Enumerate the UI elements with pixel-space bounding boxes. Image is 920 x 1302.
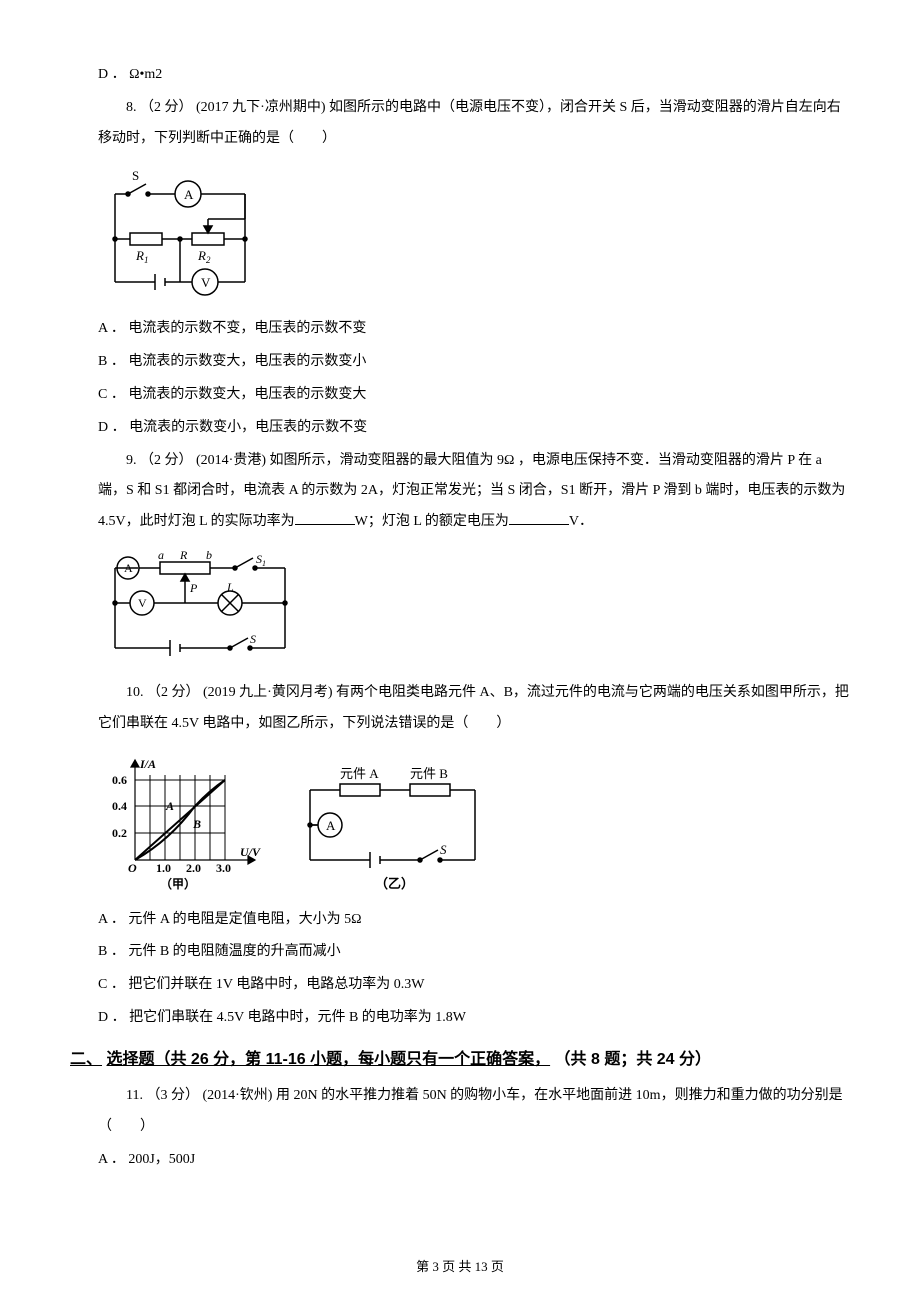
section2-header: 二、 选择题（共 26 分，第 11-16 小题，每小题只有一个正确答案， （共… (70, 1042, 850, 1077)
q10-ylabel: I/A (139, 757, 156, 771)
q9-label-p: P (189, 581, 198, 595)
section2-label-c: （共 8 题；共 24 分） (555, 1051, 711, 1068)
svg-text:R2: R2 (197, 248, 211, 265)
q8-label-r2sub: 2 (206, 255, 211, 265)
q11-option-a: A ． 200J，500J (70, 1145, 850, 1176)
q10-xtick-20: 2.0 (186, 861, 201, 875)
q10-caption-left: （甲） (160, 876, 196, 891)
q10-comp-b: 元件 B (410, 766, 448, 781)
q7-option-d: D ． Ω•m2 (70, 60, 850, 91)
q10-ytick-02: 0.2 (112, 826, 127, 840)
q9-label-r: R (179, 548, 188, 562)
q10-series-a: A (165, 799, 174, 813)
q9-stem: 9. （2 分） (2014·贵港) 如图所示，滑动变阻器的最大阻值为 9Ω ，… (70, 446, 850, 538)
svg-text:R1: R1 (135, 248, 148, 265)
q10-option-b: B ． 元件 B 的电阻随温度的升高而减小 (70, 937, 850, 968)
q10-ytick-04: 0.4 (112, 799, 127, 813)
q10-option-a: A ． 元件 A 的电阻是定值电阻，大小为 5Ω (70, 905, 850, 936)
q10-option-d: D ． 把它们串联在 4.5V 电路中时，元件 B 的电功率为 1.8W (70, 1003, 850, 1034)
q10-option-c: C ． 把它们并联在 1V 电路中时，电路总功率为 0.3W (70, 970, 850, 1001)
q9-stem-p2: W；灯泡 L 的额定电压为 (355, 514, 509, 529)
q9-blank-2 (509, 511, 569, 525)
q9-label-l: L (226, 580, 234, 594)
q8-option-c: C ． 电流表的示数变大，电压表的示数变大 (70, 380, 850, 411)
q11-stem: 11. （3 分） (2014·钦州) 用 20N 的水平推力推着 50N 的购… (70, 1081, 850, 1143)
q9-label-v: V (138, 596, 147, 610)
q10-diagrams: 0.6 0.4 0.2 I/A U/V O 1.0 2.0 3.0 A B （甲… (100, 750, 850, 895)
section2-label-b: 选择题（共 26 分，第 11-16 小题，每小题只有一个正确答案， (106, 1051, 550, 1068)
q8-option-d: D ． 电流表的示数变小，电压表的示数不变 (70, 413, 850, 444)
q10-origin: O (128, 861, 137, 875)
q9-label-a2: a (158, 548, 164, 562)
q9-label-b: b (206, 548, 212, 562)
q8-option-a: A ． 电流表的示数不变，电压表的示数不变 (70, 314, 850, 345)
q8-label-a: A (184, 187, 194, 202)
q10-series-b: B (192, 817, 201, 831)
q8-label-r2: R (197, 248, 206, 263)
q8-stem: 8. （2 分） (2017 九下·凉州期中) 如图所示的电路中（电源电压不变）… (70, 93, 850, 155)
q8-label-s: S (132, 168, 139, 183)
q9-label-s1sub: 1 (262, 559, 266, 568)
q8-option-b: B ． 电流表的示数变大，电压表的示数变小 (70, 347, 850, 378)
q10-switch: S (440, 842, 447, 857)
q10-xtick-10: 1.0 (156, 861, 171, 875)
q10-stem: 10. （2 分） (2019 九上·黄冈月考) 有两个电阻类电路元件 A、B，… (70, 678, 850, 740)
q9-blank-1 (295, 511, 355, 525)
q8-label-v: V (201, 275, 211, 290)
svg-text:S1: S1 (256, 552, 266, 568)
q9-label-s: S (250, 632, 256, 646)
q9-stem-p3: V． (569, 514, 593, 529)
q8-circuit-diagram: S A V R1 R2 (100, 164, 850, 304)
q8-label-r1sub: 1 (144, 255, 149, 265)
q8-label-r1: R (135, 248, 144, 263)
q10-comp-a: 元件 A (340, 766, 379, 781)
page-footer: 第 3 页 共 13 页 (0, 1253, 920, 1282)
q9-label-a: A (124, 561, 133, 575)
q10-xtick-30: 3.0 (216, 861, 231, 875)
q9-circuit-diagram: A V a R b P S1 L S (100, 548, 850, 668)
q10-meter-a: A (326, 818, 336, 833)
section2-label-a: 二、 (70, 1051, 102, 1068)
q10-xlabel: U/V (240, 845, 261, 859)
q10-ytick-06: 0.6 (112, 773, 127, 787)
q10-caption-right: （乙） (375, 876, 414, 891)
